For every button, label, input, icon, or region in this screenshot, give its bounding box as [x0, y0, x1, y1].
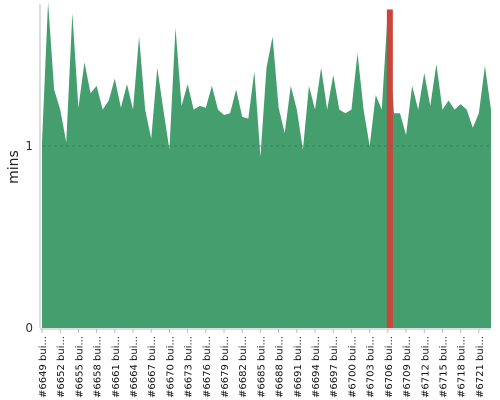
x-tick-label: #6673 bui... — [184, 336, 195, 398]
y-axis-ticks: 01 — [25, 139, 33, 335]
x-tick-label: #6682 bui... — [238, 336, 249, 398]
highlighted-build-bar[interactable] — [386, 9, 393, 329]
highlight-layer — [386, 9, 393, 329]
x-tick-label: #6706 bui... — [384, 336, 395, 398]
x-tick-label: #6655 bui... — [74, 336, 85, 398]
x-tick-label: #6676 bui... — [202, 336, 213, 398]
x-tick-label: #6679 bui... — [220, 336, 231, 398]
x-tick-label: #6700 bui... — [347, 336, 358, 398]
y-tick-label: 0 — [25, 321, 33, 335]
x-axis-ticks: #6649 bui... #6652 bui... #6655 bui... #665… — [38, 329, 486, 398]
x-tick-label: #6652 bui... — [56, 336, 67, 398]
x-tick-label: #6688 bui... — [275, 336, 286, 398]
x-tick-label: #6691 bui... — [293, 336, 304, 398]
x-tick-label: #6661 bui... — [111, 336, 122, 398]
x-tick-label: #6658 bui... — [93, 336, 104, 398]
x-tick-label: #6718 bui... — [457, 336, 468, 398]
y-axis-label: mins — [6, 150, 22, 184]
x-tick-label: #6703 bui... — [366, 336, 377, 398]
x-tick-label: #6709 bui... — [402, 336, 413, 398]
area-series — [42, 2, 491, 329]
x-tick-label: #6694 bui... — [311, 336, 322, 398]
x-tick-label: #6685 bui... — [256, 336, 267, 398]
x-tick-label: #6670 bui... — [165, 336, 176, 398]
x-tick-label: #6667 bui... — [147, 336, 158, 398]
x-tick-label: #6649 bui... — [38, 336, 49, 398]
x-tick-label: #6715 bui... — [438, 336, 449, 398]
x-tick-label: #6712 bui... — [420, 336, 431, 398]
x-tick-label: #6697 bui... — [329, 336, 340, 398]
x-tick-label: #6721 bui... — [475, 336, 486, 398]
y-tick-label: 1 — [25, 139, 33, 153]
area-fill — [42, 2, 491, 329]
x-tick-label: #6664 bui... — [129, 336, 140, 398]
